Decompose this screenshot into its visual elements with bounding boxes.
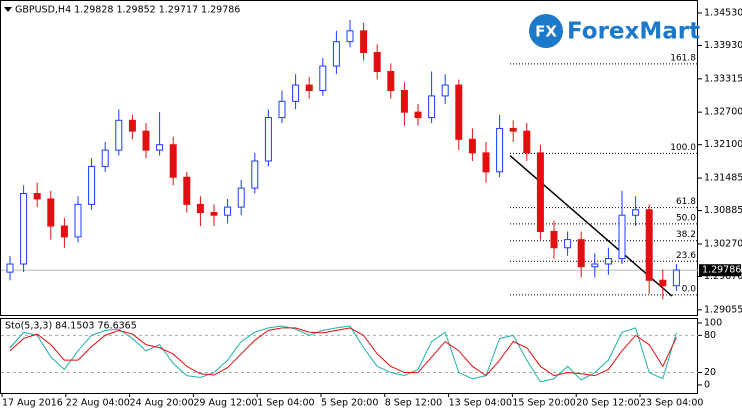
osc-tick-label: 20 xyxy=(704,367,716,378)
candle-body xyxy=(577,239,585,268)
fib-label: 38.2 xyxy=(676,230,696,240)
candle-body xyxy=(183,176,191,205)
candle-body xyxy=(264,117,272,162)
candle-body xyxy=(156,144,164,151)
candle-body xyxy=(237,187,245,208)
candle-body xyxy=(115,119,123,151)
candle-body xyxy=(142,130,150,151)
candle-body xyxy=(428,95,436,119)
candle-body xyxy=(455,84,463,140)
y-tick-label: 1.30885 xyxy=(704,205,742,216)
fib-label: 0.0 xyxy=(682,284,697,294)
candle-body xyxy=(224,206,232,216)
y-tick-label: 1.33315 xyxy=(704,73,742,84)
x-tick-label: 17 Aug 2016 xyxy=(2,398,63,409)
x-tick-label: 23 Sep 04:00 xyxy=(640,398,703,409)
candle-body xyxy=(672,269,680,287)
candle-body xyxy=(101,149,109,167)
dropdown-icon xyxy=(4,7,12,12)
price-tag-label: 1.29786 xyxy=(702,265,741,276)
y-tick-label: 1.30270 xyxy=(704,238,742,249)
candle-body xyxy=(278,100,286,119)
main-frame xyxy=(0,0,698,316)
candle-body xyxy=(604,258,612,265)
candle-body xyxy=(618,214,626,260)
candle-body xyxy=(319,65,327,91)
candle-body xyxy=(632,209,640,216)
fib-label: 100.0 xyxy=(670,143,696,153)
y-tick-label: 1.29055 xyxy=(704,304,742,315)
candle-body xyxy=(387,71,395,91)
candle-body xyxy=(373,52,381,73)
candle-body xyxy=(441,84,449,97)
fib-label: 61.8 xyxy=(676,197,696,207)
x-tick-label: 29 Aug 12:00 xyxy=(193,398,257,409)
y-tick-label: 1.31485 xyxy=(704,173,742,184)
candle-body xyxy=(210,212,218,216)
y-tick-label: 1.32100 xyxy=(704,139,742,150)
x-tick-label: 1 Sep 04:00 xyxy=(257,398,314,409)
candle-body xyxy=(659,279,667,287)
x-tick-label: 22 Aug 04:00 xyxy=(66,398,130,409)
candle-body xyxy=(400,89,408,113)
candle-body xyxy=(305,84,313,91)
fib-label: 23.6 xyxy=(676,251,696,261)
candle-body xyxy=(169,144,177,178)
candle-body xyxy=(33,193,41,200)
candle-body xyxy=(645,209,653,281)
candle-body xyxy=(564,239,572,249)
candle-body xyxy=(196,203,204,214)
candle-body xyxy=(74,203,82,238)
candle-body xyxy=(550,230,558,249)
y-tick-label: 1.32700 xyxy=(704,107,742,118)
candle-body xyxy=(6,263,14,273)
fib-label: 50.0 xyxy=(676,213,696,223)
candle-body xyxy=(88,165,96,205)
candle-body xyxy=(414,111,422,119)
candle-body xyxy=(360,30,368,54)
logo-text: ForexMart xyxy=(567,19,700,45)
candle-body xyxy=(536,152,544,232)
candle-body xyxy=(251,160,259,189)
candle-body xyxy=(128,119,136,132)
x-tick-label: 8 Sep 12:00 xyxy=(385,398,442,409)
candle-body xyxy=(20,193,28,265)
candle-body xyxy=(509,127,517,132)
y-tick-label: 1.33930 xyxy=(704,40,742,51)
candle-body xyxy=(523,130,531,154)
x-tick-label: 20 Sep 12:00 xyxy=(576,398,639,409)
x-tick-label: 24 Aug 20:00 xyxy=(130,398,194,409)
candle-body xyxy=(591,263,599,268)
x-tick-label: 15 Sep 20:00 xyxy=(512,398,575,409)
candle-body xyxy=(47,198,55,227)
candle-body xyxy=(60,225,68,238)
logo-icon: FX xyxy=(535,23,557,41)
oscillator-title: Sto(5,3,3) 84.1503 76.6365 xyxy=(5,321,137,332)
candle-body xyxy=(332,41,340,67)
y-tick-label: 1.34530 xyxy=(704,7,742,18)
sub-frame xyxy=(0,318,698,394)
x-tick-label: 13 Sep 04:00 xyxy=(449,398,512,409)
y-tick-label: 1.29670 xyxy=(704,271,742,282)
candle-body xyxy=(496,127,504,173)
candle-body xyxy=(292,84,300,102)
osc-tick-label: 100 xyxy=(704,317,722,328)
chart-title: GBPUSD,H4 1.29828 1.29852 1.29717 1.2978… xyxy=(15,5,240,16)
x-tick-label: 5 Sep 20:00 xyxy=(321,398,378,409)
price-tag xyxy=(699,264,741,277)
osc-tick-label: 80 xyxy=(704,330,716,341)
logo-circle xyxy=(529,14,563,48)
osc-tick-label: 0 xyxy=(704,379,710,390)
osc-line xyxy=(9,327,677,377)
candle-body xyxy=(346,30,354,43)
candle-body xyxy=(482,152,490,173)
logo: FX ForexMart xyxy=(529,14,700,48)
candle-body xyxy=(468,138,476,154)
fib-label: 161.8 xyxy=(670,53,696,63)
